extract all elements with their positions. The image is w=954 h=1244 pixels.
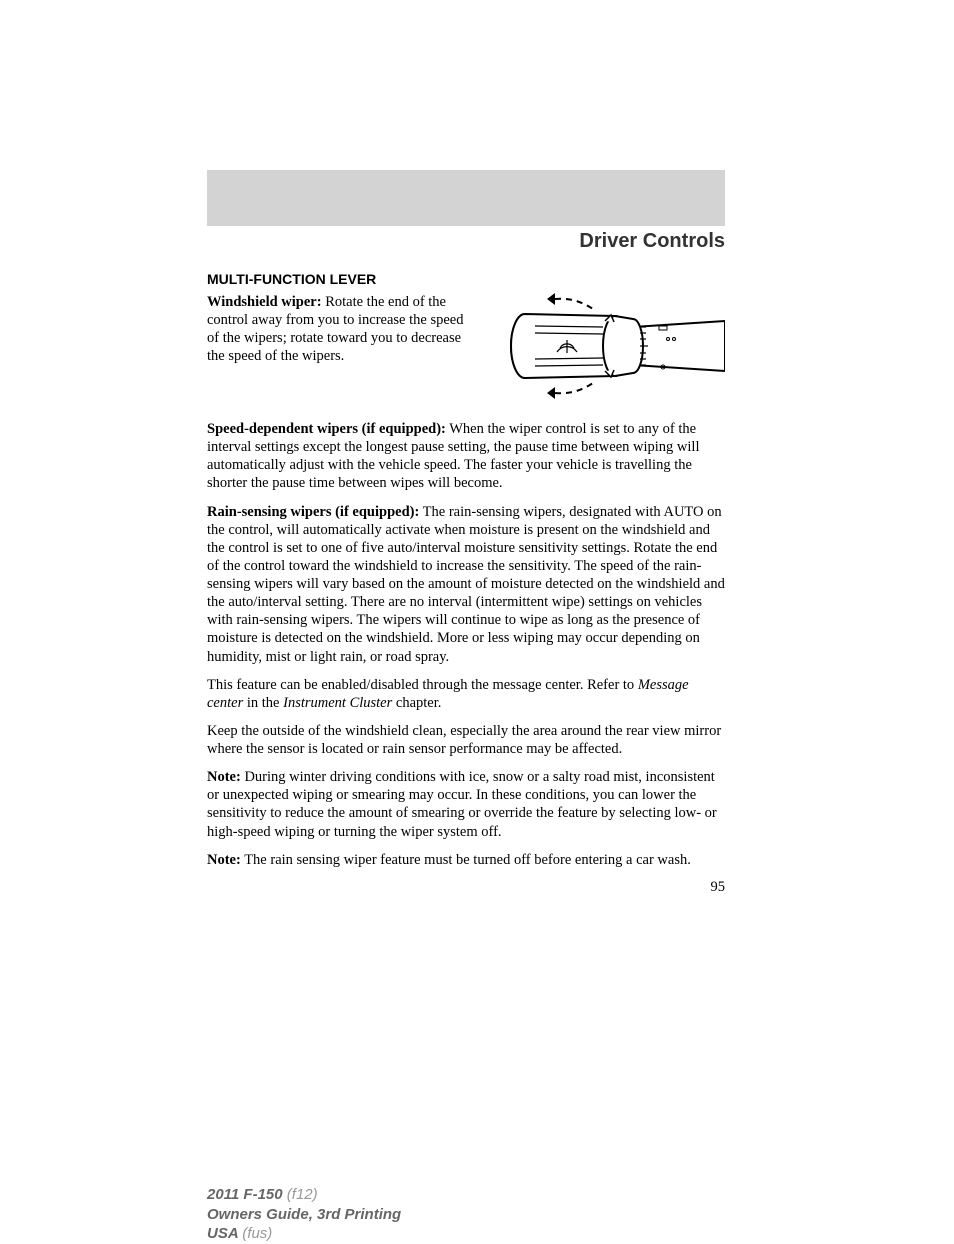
note-winter-paragraph: Note: During winter driving conditions w… (207, 768, 725, 841)
rain-sensing-text: The rain-sensing wipers, designated with… (207, 504, 725, 665)
footer-region: USA (207, 1225, 242, 1242)
note-2-text: The rain sensing wiper feature must be t… (241, 852, 691, 868)
lever-diagram-svg (495, 291, 725, 401)
lever-diagram (495, 291, 725, 406)
page-number: 95 (207, 879, 725, 896)
rain-sensing-label: Rain-sensing wipers (if equipped): (207, 504, 419, 520)
header-gray-bar (207, 170, 725, 226)
footer-line-3: USA (fus) (207, 1224, 401, 1244)
note-2-label: Note: (207, 852, 241, 868)
feature-pre: This feature can be enabled/disabled thr… (207, 677, 638, 693)
footer-code-2: (fus) (242, 1225, 272, 1242)
footer-vehicle: 2011 F-150 (207, 1186, 287, 1203)
wiper-paragraph-with-figure: Windshield wiper: Rotate the end of the … (207, 293, 725, 406)
footer-line-2: Owners Guide, 3rd Printing (207, 1205, 401, 1225)
feature-enable-paragraph: This feature can be enabled/disabled thr… (207, 676, 725, 712)
rain-sensing-paragraph: Rain-sensing wipers (if equipped): The r… (207, 503, 725, 666)
note-1-text: During winter driving conditions with ic… (207, 769, 717, 839)
feature-post: chapter. (392, 695, 441, 711)
speed-dependent-label: Speed-dependent wipers (if equipped): (207, 421, 446, 437)
keep-clean-paragraph: Keep the outside of the windshield clean… (207, 722, 725, 758)
feature-mid: in the (243, 695, 283, 711)
note-1-label: Note: (207, 769, 241, 785)
footer-code-1: (f12) (287, 1186, 318, 1203)
note-carwash-paragraph: Note: The rain sensing wiper feature mus… (207, 851, 725, 869)
chapter-title: Driver Controls (207, 230, 725, 253)
page-content: Driver Controls MULTI-FUNCTION LEVER Win… (207, 230, 725, 896)
windshield-wiper-paragraph: Windshield wiper: Rotate the end of the … (207, 293, 473, 366)
windshield-wiper-label: Windshield wiper: (207, 294, 322, 310)
speed-dependent-paragraph: Speed-dependent wipers (if equipped): Wh… (207, 420, 725, 493)
footer-line-1: 2011 F-150 (f12) (207, 1185, 401, 1205)
section-heading: MULTI-FUNCTION LEVER (207, 271, 725, 287)
feature-italic-2: Instrument Cluster (283, 695, 392, 711)
